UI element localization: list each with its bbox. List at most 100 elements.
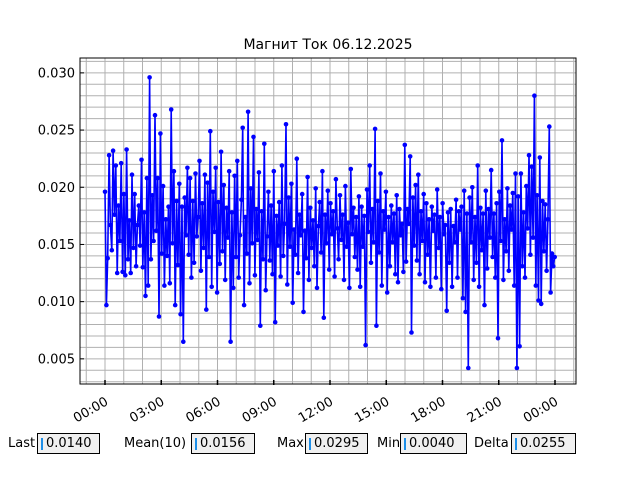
data-point [110,148,116,153]
data-point [406,221,412,227]
data-point [185,165,190,171]
data-point [379,283,385,288]
stat-min-field[interactable]: 0.0040 [400,433,467,454]
data-point [336,257,341,262]
y-tick-label: 0.015 [38,238,75,253]
data-point [528,252,533,257]
data-point [498,238,504,244]
y-tick-label: 0.005 [38,352,75,367]
data-point [127,218,132,223]
data-point [437,214,443,220]
data-point [547,124,552,129]
data-point [220,249,225,254]
stat-delta-value: 0.0255 [520,436,566,451]
data-point [197,158,202,164]
data-point [166,204,171,209]
data-point [190,198,196,204]
data-point [474,260,479,266]
data-point [552,254,557,260]
data-point [201,245,206,251]
data-point [314,285,320,291]
data-point [443,222,448,228]
data-point [352,254,358,260]
data-point [171,168,177,174]
data-point [440,201,445,206]
data-point [384,290,390,295]
data-point [125,257,131,262]
data-point [355,267,360,272]
data-point [264,234,270,239]
data-point [393,271,398,277]
data-point [150,193,155,198]
data-point [320,168,325,174]
data-point [351,205,356,211]
data-point [391,211,397,216]
stat-max-field[interactable]: 0.0295 [305,433,368,454]
data-point [451,223,456,229]
data-point [321,315,327,321]
data-point [104,302,109,308]
data-point [145,283,151,288]
data-point [464,211,470,216]
data-point [394,193,400,198]
data-point [424,201,429,206]
stat-mean-field[interactable]: 0.0156 [191,433,255,454]
data-point [114,270,120,276]
data-point [479,247,485,253]
data-point [302,228,308,233]
data-point [155,175,160,181]
data-point [376,250,382,255]
data-point [228,339,233,345]
data-point [386,214,391,220]
data-point [175,262,181,268]
data-point [357,284,363,290]
data-point [356,194,362,199]
data-point [170,241,175,246]
data-point [526,152,532,158]
x-tick-label: 15:00 [352,394,392,426]
data-point [544,268,549,274]
data-point [405,206,410,212]
data-point [525,226,530,231]
data-point [439,286,444,292]
data-point [348,166,354,172]
data-point [538,301,544,307]
data-point [537,155,543,160]
data-point [198,268,204,274]
data-point [181,339,186,345]
data-point [545,217,551,222]
data-point [328,201,333,206]
data-point [471,277,477,283]
x-tick-label: 21:00 [465,394,505,426]
data-point [255,237,260,243]
x-tick-label: 18:00 [409,394,449,426]
data-point [140,265,146,270]
data-point [135,222,140,228]
data-point [372,126,378,132]
data-point [378,171,383,176]
data-point [226,168,232,174]
data-point [461,188,467,193]
data-point [259,209,264,214]
stat-max-value: 0.0295 [314,436,360,451]
data-point [341,277,347,283]
data-point [467,195,472,200]
data-point [366,229,371,235]
data-point [507,203,513,208]
data-point [337,193,343,198]
data-point [306,277,312,283]
data-point [217,261,223,267]
data-point [267,258,273,263]
data-point [120,269,125,275]
x-tick-label: 12:00 [296,394,336,426]
stat-delta-field[interactable]: 0.0255 [511,433,576,454]
data-point [251,134,256,140]
data-point [480,211,486,216]
data-point [371,239,377,245]
data-point [291,227,297,232]
stat-last-field[interactable]: 0.0140 [37,433,100,454]
data-point [533,283,539,288]
data-point [520,263,525,269]
data-point [271,168,277,174]
data-point [339,237,344,243]
